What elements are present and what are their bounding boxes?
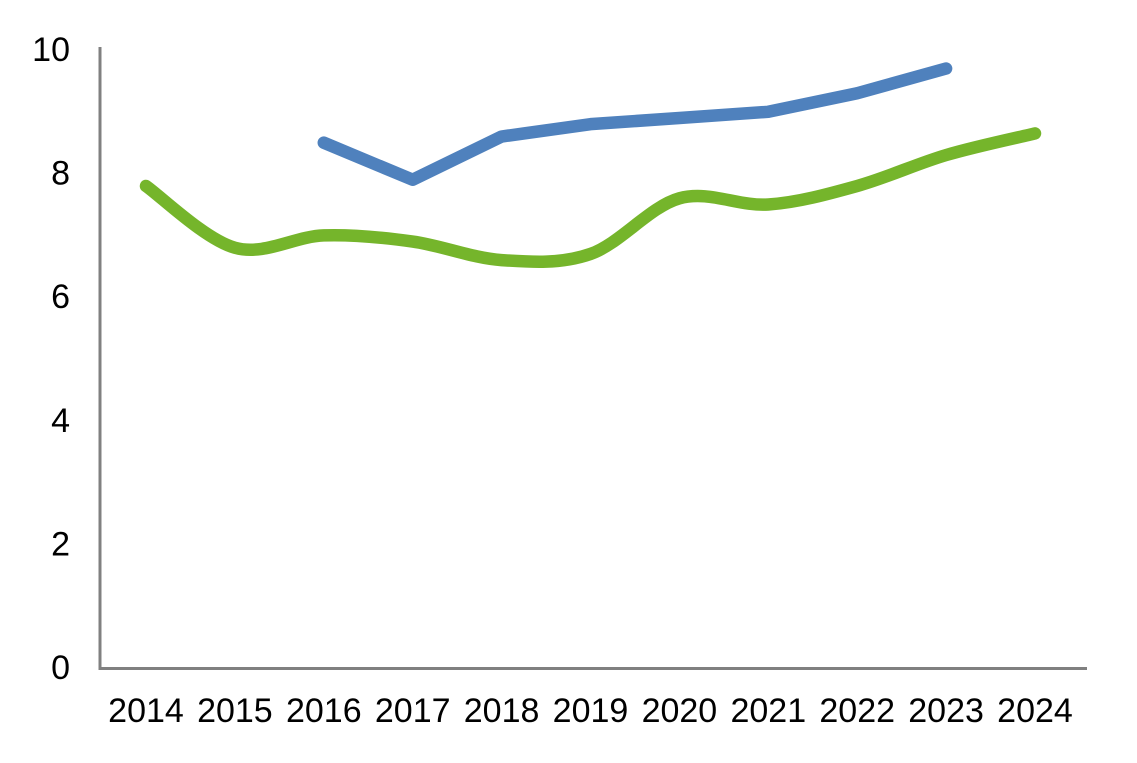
y-tick-label: 8	[51, 155, 70, 193]
y-tick-label: 2	[51, 525, 70, 563]
y-tick-label: 10	[32, 31, 70, 69]
x-tick-label: 2022	[819, 692, 895, 730]
x-tick-label: 2016	[286, 692, 362, 730]
x-tick-label: 2021	[730, 692, 806, 730]
y-tick-label: 0	[51, 649, 70, 687]
x-tick-label: 2018	[464, 692, 540, 730]
x-tick-label: 2015	[197, 692, 273, 730]
x-tick-label: 2020	[642, 692, 718, 730]
series-line-green	[139, 127, 1042, 269]
y-tick-label: 6	[51, 278, 70, 316]
series-line-blue	[317, 62, 953, 187]
x-tick-label: 2024	[997, 692, 1073, 730]
x-tick-label: 2023	[908, 692, 984, 730]
x-tick-label: 2019	[553, 692, 629, 730]
x-tick-label: 2017	[375, 692, 451, 730]
y-tick-label: 4	[51, 402, 70, 440]
x-tick-label: 2014	[108, 692, 184, 730]
